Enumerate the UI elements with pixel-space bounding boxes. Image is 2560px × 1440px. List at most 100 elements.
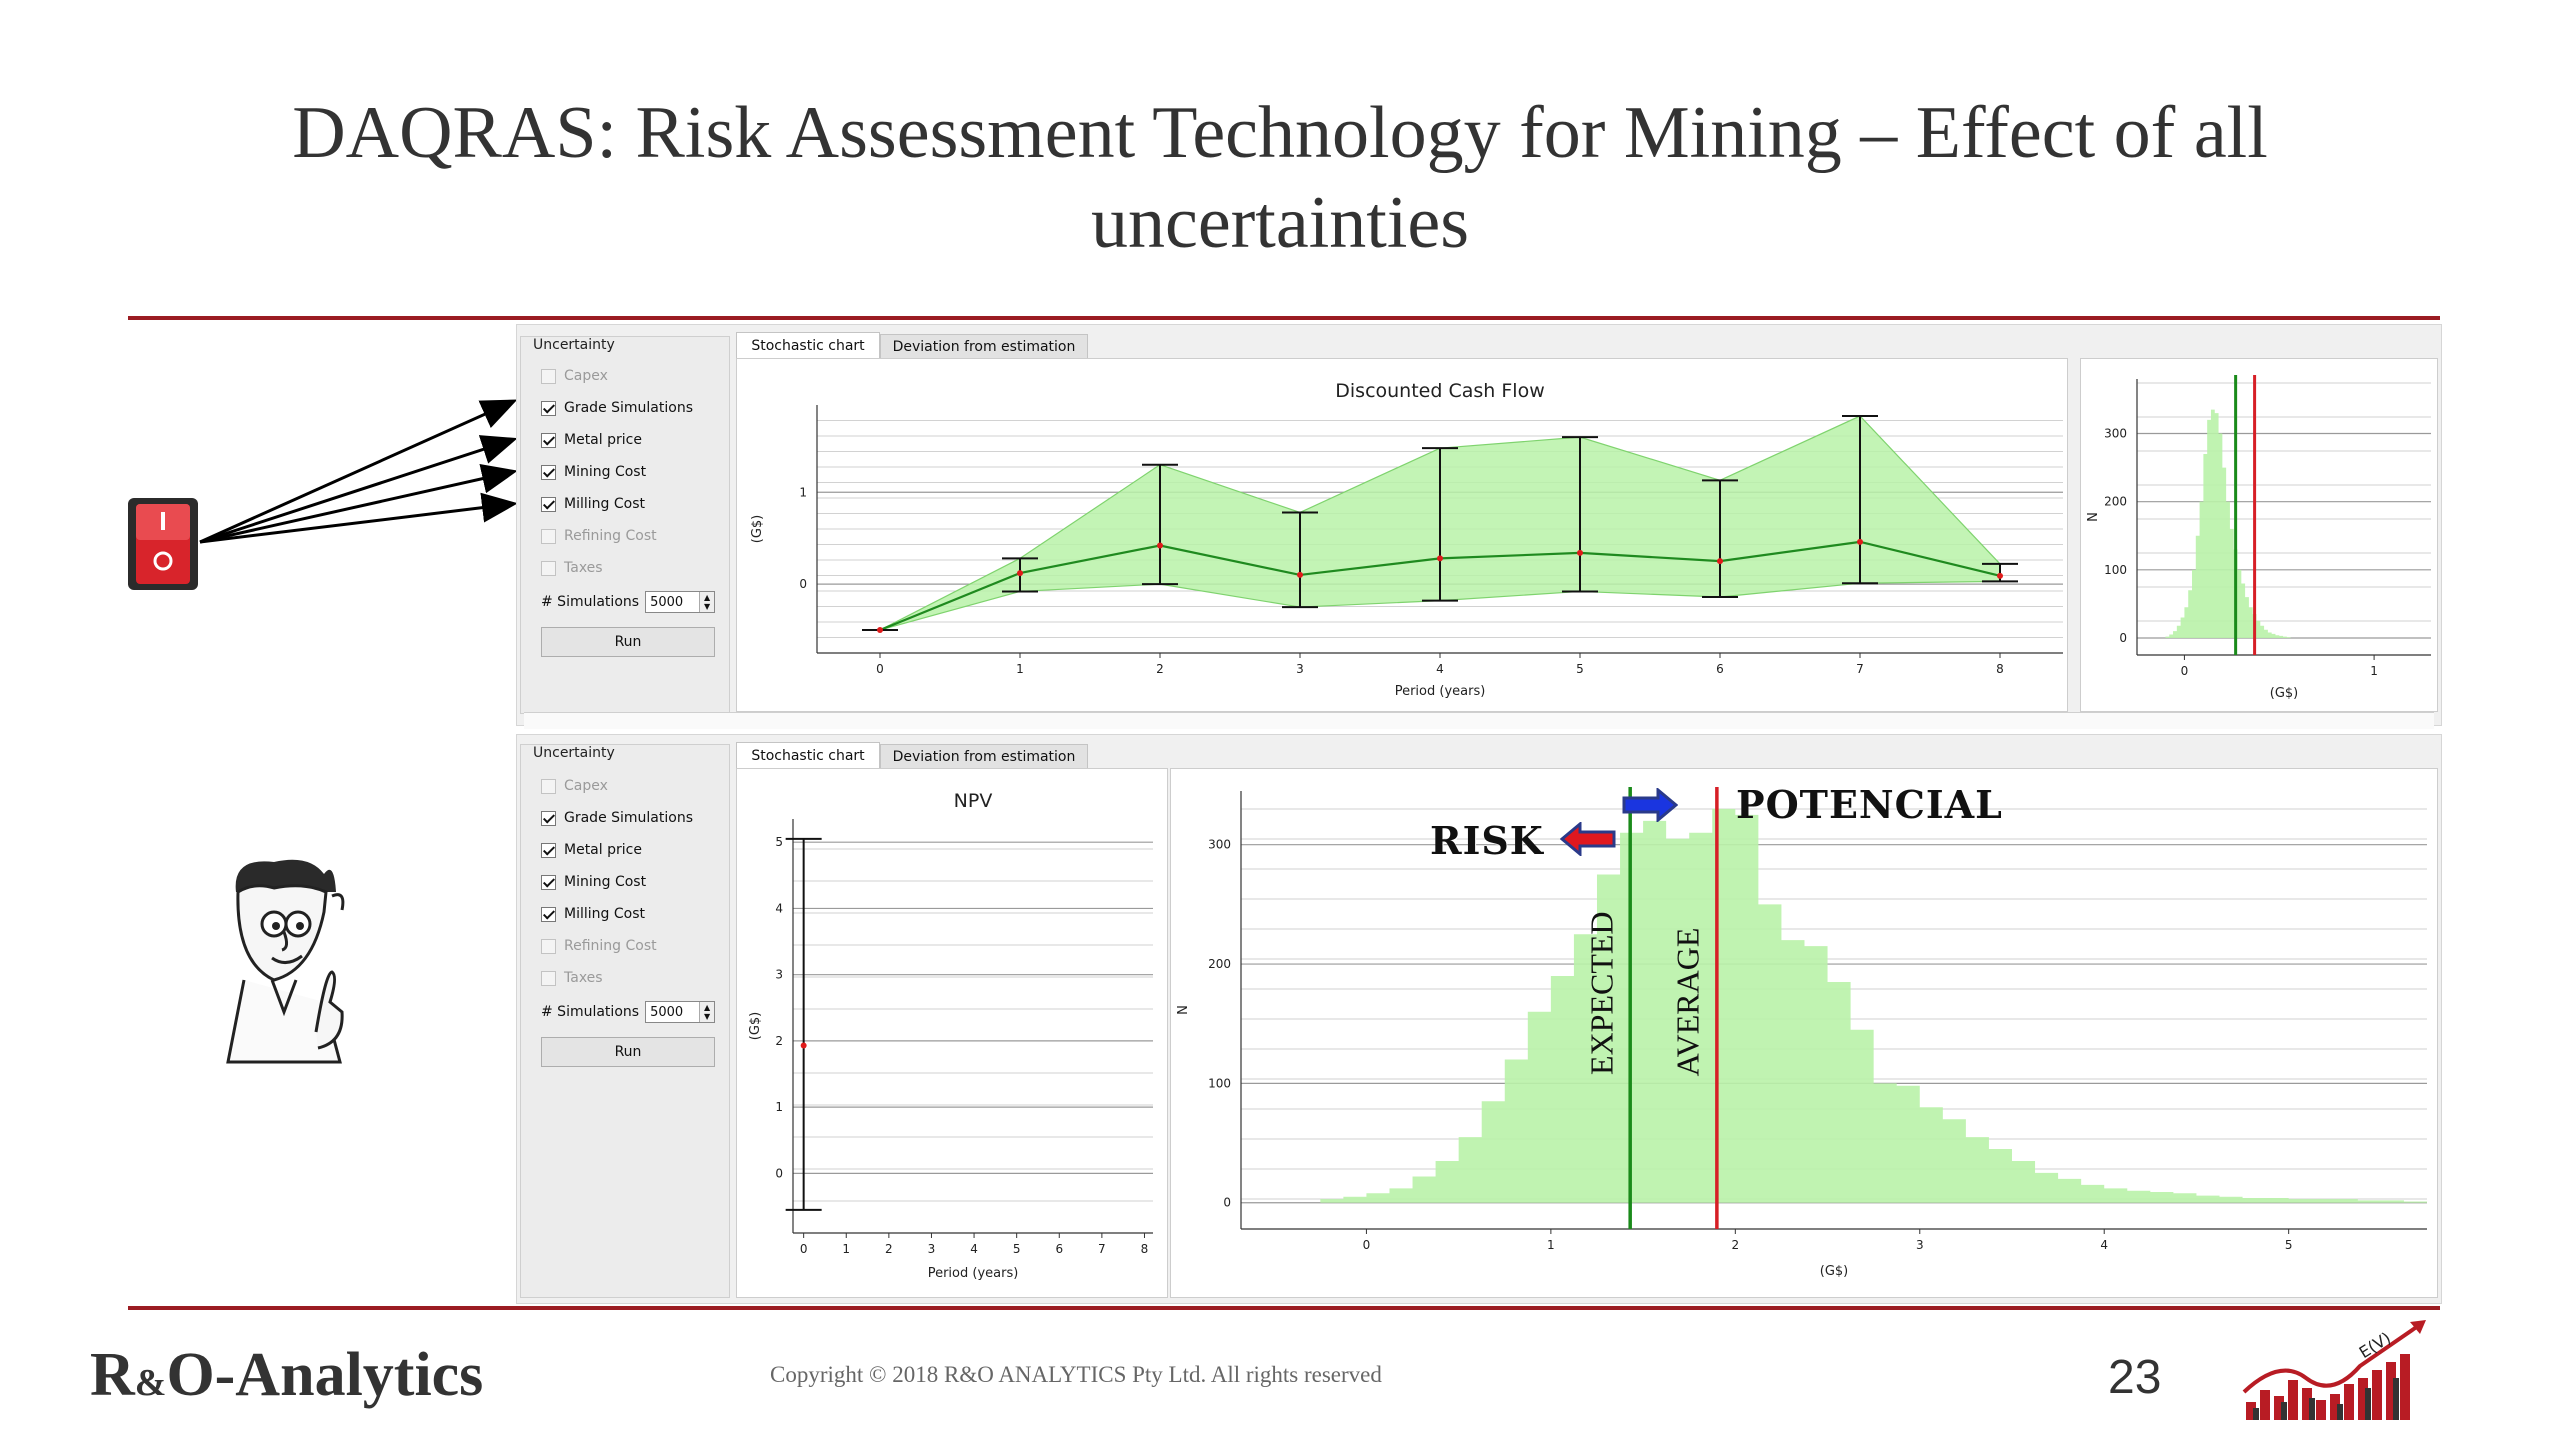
- y-axis-label: N: [1176, 1005, 1191, 1015]
- checkbox-mining-cost[interactable]: Mining Cost: [541, 871, 646, 893]
- run-button[interactable]: Run: [541, 1037, 715, 1067]
- checkbox-capex[interactable]: Capex: [541, 775, 608, 797]
- checkbox-box[interactable]: [541, 842, 556, 858]
- checkbox-grade-simulations[interactable]: Grade Simulations: [541, 807, 693, 829]
- uncertainty-title: Uncertainty: [533, 745, 615, 761]
- right-arrow-icon: [1622, 788, 1678, 822]
- chart-area-3: 0 1 2 3 4 5 0 1 2 3 4 5 6 7 8 Period (years) (G$) NPV: [736, 768, 1168, 1298]
- chart-area-1: 0 1 0 1 2 3 4 5 6 7 8 Period (years) (G$) Discounted …: [736, 358, 2068, 712]
- x-tick-label: 5: [1576, 662, 1584, 676]
- histogram-bars: [1320, 808, 2427, 1203]
- simulations-label: # Simulations: [541, 594, 640, 610]
- checkbox-refining-cost[interactable]: Refining Cost: [541, 935, 657, 957]
- x-tick-label: 3: [928, 1242, 936, 1256]
- x-tick-label: 1: [1547, 1238, 1555, 1252]
- checkbox-box[interactable]: [541, 432, 556, 448]
- checkbox-box[interactable]: [541, 400, 556, 416]
- uncertainty-group-1: Uncertainty Capex Grade Simulations Meta…: [520, 336, 730, 714]
- tab-deviation-from-estimation[interactable]: Deviation from estimation: [880, 744, 1088, 768]
- simulations-spinbox[interactable]: 5000 ▲ ▼: [645, 1001, 716, 1023]
- checkbox-box[interactable]: [541, 970, 556, 986]
- y-tick-label: 3: [775, 968, 783, 982]
- spin-arrows-icon[interactable]: ▲ ▼: [699, 1002, 715, 1022]
- bottom-divider: [128, 1306, 2440, 1310]
- mean-point: [1577, 549, 1583, 556]
- chart-title: Discounted Cash Flow: [1335, 380, 1544, 402]
- checkbox-refining-cost[interactable]: Refining Cost: [541, 525, 657, 547]
- mean-point: [1717, 558, 1723, 565]
- potencial-annotation: POTENCIAL: [1736, 782, 2003, 827]
- y-tick-label: 200: [1208, 957, 1231, 971]
- checkbox-box[interactable]: [541, 906, 556, 922]
- checkbox-milling-cost[interactable]: Milling Cost: [541, 903, 645, 925]
- x-tick-label: 3: [1296, 662, 1304, 676]
- checkbox-metal-price[interactable]: Metal price: [541, 429, 642, 451]
- average-label: AVERAGE: [1669, 927, 1706, 1077]
- uncertainty-group-2: Uncertainty Capex Grade Simulations Meta…: [520, 744, 730, 1298]
- tab-stochastic-chart[interactable]: Stochastic chart: [736, 332, 880, 358]
- mean-point: [1157, 542, 1163, 549]
- checkbox-box[interactable]: [541, 778, 556, 794]
- checkbox-grade-simulations[interactable]: Grade Simulations: [541, 397, 693, 419]
- tab-deviation-from-estimation[interactable]: Deviation from estimation: [880, 334, 1088, 358]
- slide-title-line-2: uncertainties: [1090, 182, 1470, 264]
- x-tick-label: 1: [1016, 662, 1024, 676]
- simulations-row: # Simulations 5000 ▲ ▼: [541, 591, 716, 613]
- run-button[interactable]: Run: [541, 627, 715, 657]
- partial-results-strip: [524, 712, 2434, 729]
- y-tick-label: 0: [799, 577, 807, 591]
- dcf-chart: 0 1 0 1 2 3 4 5 6 7 8 Period (years) (G$) Discounted …: [750, 380, 2063, 699]
- y-tick-label: 100: [2104, 563, 2127, 577]
- expected-label: EXPECTED: [1583, 911, 1620, 1075]
- copyright-text: Copyright © 2018 R&O ANALYTICS Pty Ltd. …: [770, 1362, 1382, 1387]
- x-tick-label: 4: [2100, 1238, 2108, 1252]
- x-tick-label: 5: [1013, 1242, 1021, 1256]
- company-logo-icon: E(V): [2242, 1320, 2426, 1420]
- npv-histogram: 0 100 200 300 0 1 2 3 4 5 (G$) N: [1176, 787, 2427, 1279]
- checkbox-mining-cost[interactable]: Mining Cost: [541, 461, 646, 483]
- tab-stochastic-chart[interactable]: Stochastic chart: [736, 742, 880, 768]
- checkbox-box[interactable]: [541, 938, 556, 954]
- spin-arrows-icon[interactable]: ▲ ▼: [699, 592, 715, 612]
- x-axis-label: (G$): [1820, 1264, 1849, 1279]
- y-tick-label: 4: [775, 901, 783, 915]
- power-switch-icon: [128, 498, 198, 590]
- y-axis-label: (G$): [750, 515, 765, 544]
- x-tick-label: 2: [1732, 1238, 1740, 1252]
- checkbox-metal-price[interactable]: Metal price: [541, 839, 642, 861]
- checkbox-milling-cost[interactable]: Milling Cost: [541, 493, 645, 515]
- checkbox-box[interactable]: [541, 368, 556, 384]
- checkbox-box[interactable]: [541, 496, 556, 512]
- y-axis-label: N: [2086, 512, 2101, 522]
- y-tick-label: 100: [1208, 1076, 1231, 1090]
- y-tick-label: 1: [775, 1100, 783, 1114]
- checkbox-taxes[interactable]: Taxes: [541, 967, 603, 989]
- x-tick-label: 1: [842, 1242, 850, 1256]
- y-tick-label: 0: [775, 1166, 783, 1180]
- checkbox-box[interactable]: [541, 874, 556, 890]
- top-divider: [128, 316, 2440, 320]
- checkbox-box[interactable]: [541, 560, 556, 576]
- simulations-row: # Simulations 5000 ▲ ▼: [541, 1001, 716, 1023]
- checkbox-capex[interactable]: Capex: [541, 365, 608, 387]
- y-tick-label: 200: [2104, 495, 2127, 509]
- chart-area-2: 0 100 200 300 0 1 (G$) N: [2080, 358, 2438, 712]
- checkbox-taxes[interactable]: Taxes: [541, 557, 603, 579]
- x-tick-label: 6: [1716, 662, 1724, 676]
- x-axis-label: Period (years): [1395, 684, 1486, 699]
- x-tick-label: 0: [1363, 1238, 1371, 1252]
- mean-point: [1017, 570, 1023, 577]
- checkbox-box[interactable]: [541, 528, 556, 544]
- mean-point: [1297, 571, 1303, 578]
- mean-point: [800, 1042, 807, 1049]
- x-tick-label: 4: [970, 1242, 978, 1256]
- slide-title-line-1: DAQRAS: Risk Assessment Technology for M…: [292, 92, 2268, 174]
- pointer-arrows: [199, 399, 518, 544]
- simulations-spinbox[interactable]: 5000 ▲ ▼: [645, 591, 716, 613]
- mean-point: [1857, 538, 1863, 545]
- y-tick-label: 300: [2104, 427, 2127, 441]
- checkbox-box[interactable]: [541, 464, 556, 480]
- x-tick-label: 0: [800, 1242, 808, 1256]
- checkbox-box[interactable]: [541, 810, 556, 826]
- x-tick-label: 2: [1156, 662, 1164, 676]
